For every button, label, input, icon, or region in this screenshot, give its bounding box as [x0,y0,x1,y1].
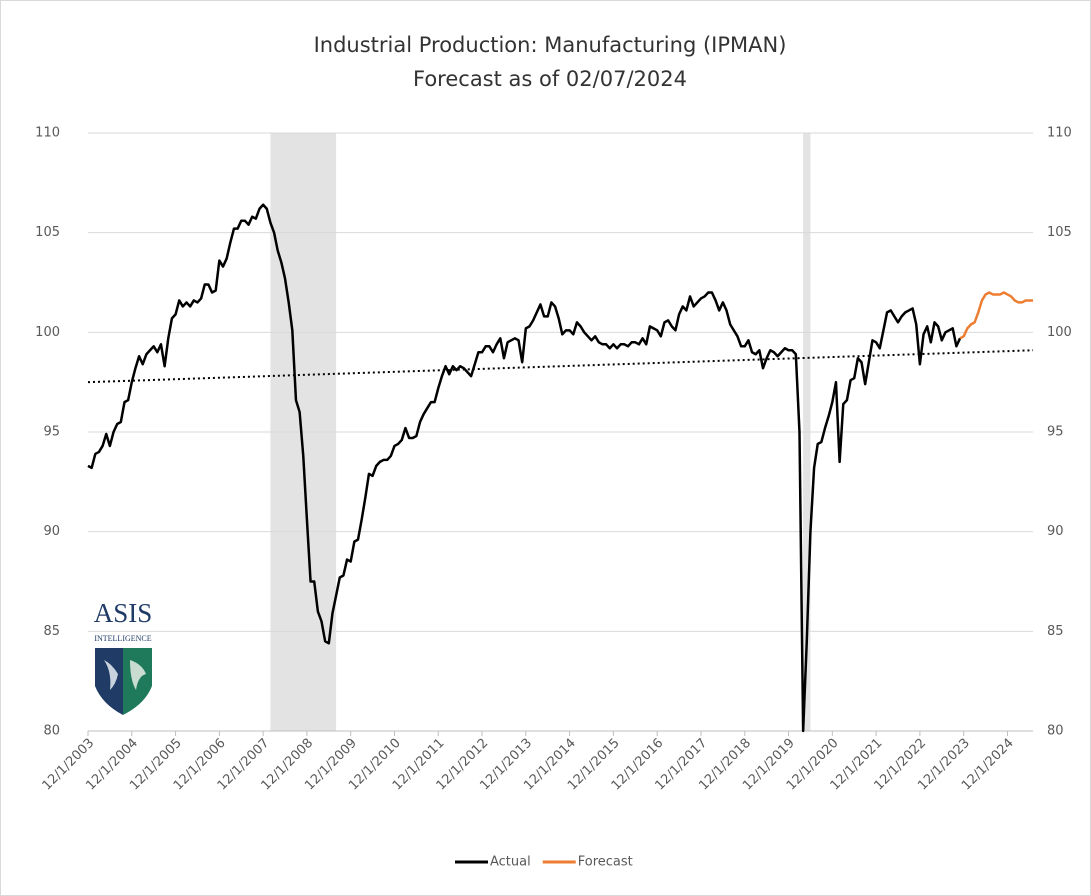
y2-tick-label: 80 [1047,724,1064,739]
y-tick-label: 110 [35,126,60,141]
data-line [87,203,962,733]
y2-tick-label: 110 [1047,126,1072,141]
data-line [959,291,1033,340]
y-tick-label: 80 [43,724,60,739]
y2-tick-label: 105 [1047,225,1072,240]
y-tick-label: 90 [43,524,60,539]
y2-tick-label: 85 [1047,624,1064,639]
logo-icon [130,660,146,690]
y2-tick-label: 95 [1047,425,1064,440]
logo: ASIS INTELLIGENCE [94,598,153,715]
y-tick-label: 105 [35,225,60,240]
y2-tick-label: 90 [1047,524,1064,539]
chart-title: Industrial Production: Manufacturing (IP… [314,33,787,57]
y-tick-label: 100 [35,325,60,340]
y-tick-label: 85 [43,624,60,639]
chart-subtitle: Forecast as of 02/07/2024 [413,67,687,91]
logo-tagline: INTELLIGENCE [94,634,151,643]
legend-label: Actual [490,855,531,870]
y2-tick-label: 100 [1047,325,1072,340]
legend-label: Forecast [578,855,633,870]
logo-icon [104,660,118,690]
logo-name: ASIS [94,598,153,628]
y-tick-label: 95 [43,425,60,440]
logo-shield-left [95,648,123,715]
